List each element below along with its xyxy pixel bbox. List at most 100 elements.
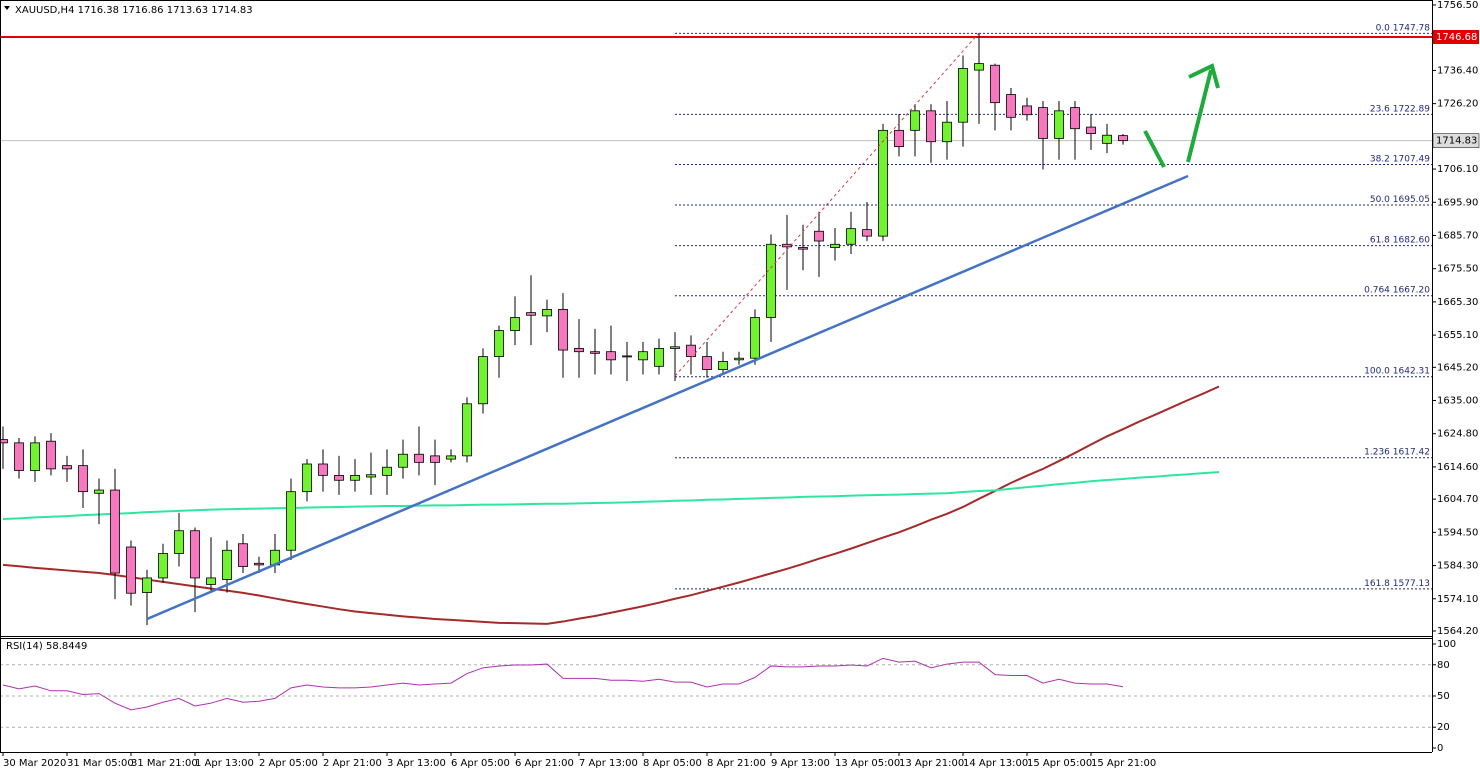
x-tick-label: 14 Apr 13:00 (963, 758, 1028, 769)
candle-body (350, 474, 360, 481)
candle-body (414, 453, 424, 463)
fib-price: 1617.42 (1393, 447, 1430, 457)
candle-body (1086, 126, 1096, 134)
fib-price: 1642.31 (1393, 366, 1430, 376)
x-tick-label: 6 Apr 05:00 (451, 758, 510, 769)
candle-body (894, 129, 904, 148)
header-open: 1716.38 (78, 5, 119, 16)
candle-body (670, 346, 680, 349)
fib-ratio: 0.0 (1376, 23, 1391, 33)
rsi-tick-label: 50 (1437, 691, 1450, 702)
candle-body (558, 308, 568, 351)
fib-ratio: 50.0 (1370, 195, 1390, 205)
candle-body (142, 577, 152, 593)
under-layer: 0.0 1747.78 23.6 1722.89 38.2 1707.49 50.0 … (0, 23, 1432, 728)
candle-body (910, 110, 920, 131)
candle-body (14, 442, 24, 471)
y-tick-label: 1564.20 (1437, 626, 1478, 637)
candle-body (286, 491, 296, 551)
fib-price: 1695.05 (1393, 195, 1430, 205)
candle-body (158, 553, 168, 579)
candle-body (862, 229, 872, 237)
fib-price: 1577.13 (1393, 578, 1430, 588)
rsi-value: 58.8449 (46, 641, 87, 652)
candle-body (494, 330, 504, 357)
candle-body (766, 243, 776, 318)
fib-ratio: 161.8 (1364, 578, 1390, 588)
x-tick-label: 15 Apr 21:00 (1091, 758, 1156, 769)
fib-ratio: 38.2 (1370, 154, 1390, 164)
fib-price: 1747.78 (1393, 23, 1430, 33)
header-low: 1713.63 (167, 5, 208, 16)
fib-ratio: 61.8 (1370, 235, 1390, 245)
candle-body (830, 243, 840, 248)
candle-body (398, 453, 408, 468)
candle-body (638, 351, 648, 361)
price-box (1433, 29, 1479, 44)
candle-body (942, 121, 952, 143)
candle-body (542, 308, 552, 317)
header-close: 1714.83 (211, 5, 252, 16)
candle-body (958, 68, 968, 123)
candle-body (222, 549, 232, 580)
y-tick-label: 1645.20 (1437, 362, 1478, 373)
candle-body (190, 530, 200, 579)
fib-price: 1707.49 (1393, 154, 1430, 164)
fib-label: 0.764 1667.20 (1364, 285, 1430, 295)
candle-body (302, 463, 312, 493)
y-tick-label: 1655.10 (1437, 330, 1478, 341)
fib-label: 50.0 1695.05 (1370, 195, 1430, 205)
rsi-label: RSI(14) (6, 641, 43, 652)
moving-average (2, 385, 1220, 625)
candle-body (334, 474, 344, 481)
y-tick-label: 1584.30 (1437, 561, 1478, 572)
current-price-label: 1714.83 (1436, 136, 1477, 147)
candle-body (1038, 107, 1048, 139)
candle-body (718, 361, 728, 370)
y-tick-label: 1695.90 (1437, 197, 1478, 208)
y-tick-label: 1624.80 (1437, 429, 1478, 440)
candle-body (206, 577, 216, 585)
drawings (146, 32, 1220, 621)
x-tick-label: 30 Mar 2020 (3, 758, 66, 769)
forecast-arrow (1186, 69, 1213, 163)
candle-body (94, 489, 104, 494)
fib-diagonal (674, 32, 980, 377)
marks-layer (0, 33, 1128, 711)
y-tick-label: 1614.60 (1437, 462, 1478, 473)
candle-body (526, 312, 536, 316)
y-tick-label: 1736.40 (1437, 65, 1478, 76)
candle-body (878, 129, 888, 237)
candle-body (62, 465, 72, 470)
candle-body (254, 562, 264, 566)
fib-label: 61.8 1682.60 (1370, 235, 1430, 245)
fib-label: 23.6 1722.89 (1370, 104, 1430, 114)
x-tick-label: 13 Apr 21:00 (899, 758, 964, 769)
candle-body (782, 243, 792, 248)
x-tick-label: 13 Apr 05:00 (835, 758, 900, 769)
fib-ratio: 100.0 (1364, 366, 1390, 376)
x-tick-label: 31 Mar 21:00 (131, 758, 198, 769)
candle-body (430, 455, 440, 463)
y-tick-label: 1594.50 (1437, 527, 1478, 538)
candle-body (1102, 134, 1112, 144)
candle-body (606, 351, 616, 361)
fib-label: 38.2 1707.49 (1370, 154, 1430, 164)
candle-body (846, 228, 856, 245)
fib-price: 1722.89 (1393, 104, 1430, 114)
y-tick-label: 1756.50 (1437, 0, 1478, 11)
candle-body (574, 348, 584, 353)
fib-label: 1.236 1617.42 (1364, 447, 1430, 457)
candle-body (814, 230, 824, 242)
x-tick-label: 8 Apr 05:00 (643, 758, 702, 769)
candle-body (1022, 105, 1032, 116)
x-tick-label: 31 Mar 05:00 (67, 758, 134, 769)
fib-price: 1682.60 (1393, 235, 1430, 245)
x-tick-label: 6 Apr 21:00 (515, 758, 574, 769)
y-tick-label: 1665.30 (1437, 297, 1478, 308)
rsi-tick-label: 100 (1437, 639, 1456, 650)
rsi-tick-label: 20 (1437, 722, 1450, 733)
collapse-icon[interactable] (4, 6, 10, 10)
